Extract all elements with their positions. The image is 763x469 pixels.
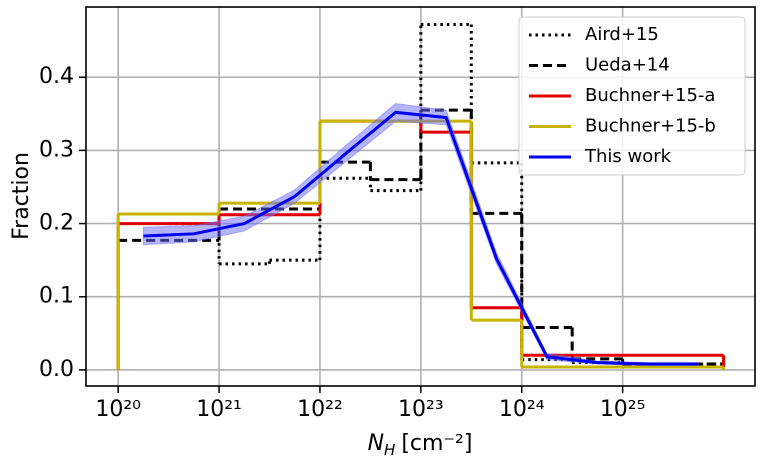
y-axis-label: Fraction: [9, 152, 34, 240]
y-tick-label: 0.0: [39, 357, 74, 382]
y-tick-label: 0.2: [39, 211, 74, 236]
y-tick-label: 0.4: [39, 64, 74, 89]
x-label-symbol: N: [368, 431, 384, 456]
x-tick-label: 10²⁵: [600, 397, 646, 422]
legend-label: This work: [584, 146, 672, 167]
legend-label: Buchner+15-a: [585, 85, 715, 106]
legend: Aird+15 Ueda+14 Buchner+15-a Buchner+15-b Th…: [518, 16, 746, 176]
x-tick-label: 10²¹: [196, 397, 242, 422]
x-tick-label: 10²⁰: [95, 397, 141, 422]
plot-frame: [85, 6, 756, 387]
x-tick-label: 10²³: [398, 397, 444, 422]
line: [143, 110, 699, 366]
x-label-unit: [cm⁻²]: [401, 431, 472, 456]
x-tick-label: 10²²: [297, 397, 343, 422]
legend-label: Buchner+15-b: [585, 116, 716, 137]
y-tick-label: 0.1: [39, 284, 74, 309]
legend-box: [518, 16, 746, 176]
y-tick-label: 0.3: [39, 137, 74, 162]
x-axis-label: NH [cm⁻²]: [368, 431, 473, 459]
legend-label: Ueda+14: [585, 55, 670, 76]
x-label-subscript: H: [384, 441, 395, 459]
legend-label: Aird+15: [585, 24, 659, 45]
x-tick-label: 10²⁴: [499, 397, 545, 422]
